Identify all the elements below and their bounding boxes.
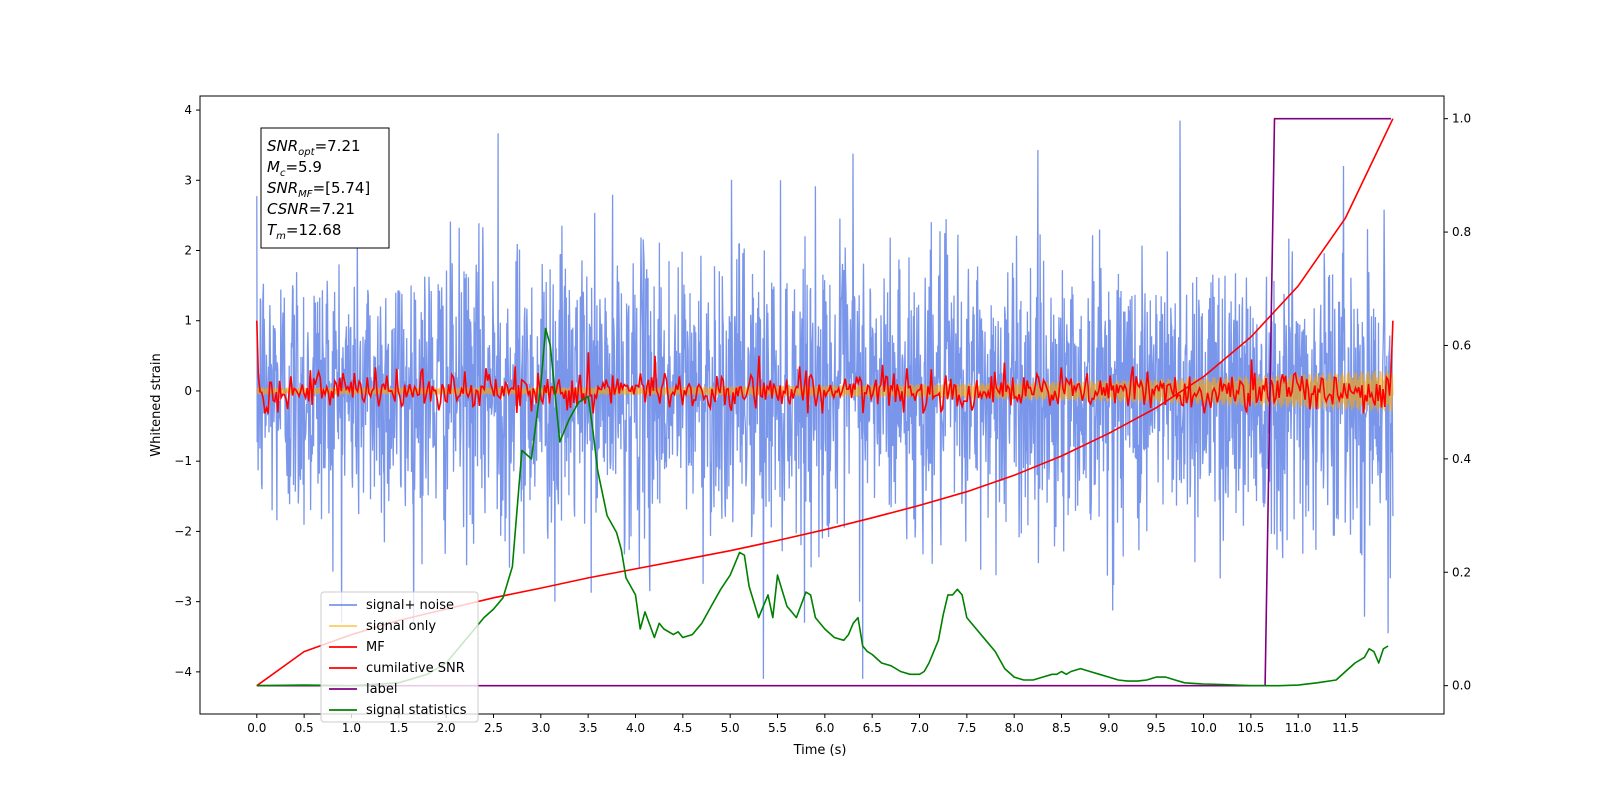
legend-label-label: label bbox=[366, 682, 397, 697]
legend-label-cumilative-snr: cumilative SNR bbox=[366, 661, 465, 676]
x-tick-label: 7.0 bbox=[910, 721, 929, 735]
annotation-symbol: SNR bbox=[267, 179, 298, 197]
annotation-line: SNRMF=[5.74] bbox=[267, 179, 370, 200]
series-signal-statistics bbox=[256, 327, 1389, 687]
y-tick-label: −2 bbox=[174, 524, 192, 538]
x-tick-label: 8.0 bbox=[1005, 721, 1024, 735]
x-tick-label: 9.5 bbox=[1147, 721, 1166, 735]
x-axis-label: Time (s) bbox=[793, 743, 847, 758]
x-tick-label: 3.0 bbox=[531, 721, 550, 735]
y-axis-right: 0.0 0.2 0.4 0.6 0.8 1.0 bbox=[1444, 112, 1471, 693]
annotation-value: =5.9 bbox=[285, 158, 321, 176]
y-tick-label: 3 bbox=[184, 173, 192, 187]
legend-label-mf: MF bbox=[366, 640, 385, 655]
annotation-subscript: c bbox=[280, 168, 286, 179]
y-tick-label: 4 bbox=[184, 103, 192, 117]
x-tick-label: 5.0 bbox=[721, 721, 740, 735]
x-tick-label: 1.0 bbox=[342, 721, 361, 735]
x-tick-label: 11.0 bbox=[1285, 721, 1312, 735]
annotation-line: Mc=5.9 bbox=[267, 158, 322, 179]
legend: signal+ noise signal only MF cumilative SNR… bbox=[320, 591, 479, 723]
annotation-symbol: T bbox=[267, 221, 278, 239]
y-axis-label: Whitened strain bbox=[149, 353, 164, 456]
annotation-symbol: SNR bbox=[267, 137, 298, 155]
y-right-tick-label: 0.8 bbox=[1452, 225, 1471, 239]
annotation-value: =12.68 bbox=[286, 221, 342, 239]
annotation-subscript: MF bbox=[298, 189, 313, 200]
series-signal-only bbox=[256, 370, 1394, 412]
y-tick-label: 2 bbox=[184, 244, 192, 258]
y-tick-label: −1 bbox=[174, 454, 192, 468]
y-right-tick-label: 0.2 bbox=[1452, 565, 1471, 579]
annotation-symbol: M bbox=[267, 158, 280, 176]
y-tick-label: 0 bbox=[184, 384, 192, 398]
x-tick-label: 0.5 bbox=[295, 721, 314, 735]
x-tick-label: 8.5 bbox=[1052, 721, 1071, 735]
annotation-frame bbox=[260, 127, 390, 249]
x-tick-label: 4.5 bbox=[673, 721, 692, 735]
annotation-value: =7.21 bbox=[315, 137, 361, 155]
y-right-tick-label: 0.6 bbox=[1452, 338, 1471, 352]
x-tick-label: 10.5 bbox=[1238, 721, 1265, 735]
series-mf bbox=[256, 320, 1394, 414]
x-tick-label: 2.0 bbox=[437, 721, 456, 735]
y-tick-label: −3 bbox=[174, 595, 192, 609]
annotation-subscript: opt bbox=[298, 147, 315, 158]
x-tick-label: 5.5 bbox=[768, 721, 787, 735]
x-tick-label: 11.5 bbox=[1332, 721, 1359, 735]
x-tick-label: 9.0 bbox=[1099, 721, 1118, 735]
x-tick-label: 4.0 bbox=[626, 721, 645, 735]
legend-label-signal-noise: signal+ noise bbox=[366, 598, 454, 613]
annotation-box: SNRopt=7.21Mc=5.9SNRMF=[5.74]CSNR=7.21Tm… bbox=[260, 127, 390, 249]
annotation-line: Tm=12.68 bbox=[267, 221, 341, 242]
x-tick-label: 10.0 bbox=[1190, 721, 1217, 735]
x-tick-label: 6.0 bbox=[815, 721, 834, 735]
x-tick-label: 2.5 bbox=[484, 721, 503, 735]
annotation-value: =7.21 bbox=[309, 200, 355, 218]
x-tick-label: 1.5 bbox=[389, 721, 408, 735]
legend-frame bbox=[320, 591, 479, 723]
y-tick-label: 1 bbox=[184, 314, 192, 328]
x-tick-label: 6.5 bbox=[863, 721, 882, 735]
annotation-line: SNRopt=7.21 bbox=[267, 137, 361, 158]
x-tick-label: 3.5 bbox=[579, 721, 598, 735]
x-tick-label: 0.0 bbox=[247, 721, 266, 735]
x-axis: 0.0 0.5 1.0 1.5 2.0 2.5 3.0 3.5 4.0 4.5 5.0 5.5 6.0 6… bbox=[247, 714, 1359, 735]
annotation-value: =[5.74] bbox=[313, 179, 371, 197]
annotation-symbol: CSNR bbox=[267, 200, 309, 218]
legend-label-signal-statistics: signal statistics bbox=[366, 703, 467, 718]
x-tick-label: 7.5 bbox=[957, 721, 976, 735]
y-tick-label: −4 bbox=[174, 665, 192, 679]
legend-label-signal-only: signal only bbox=[366, 619, 436, 634]
y-right-tick-label: 0.0 bbox=[1452, 679, 1471, 693]
y-axis-left: −4 −3 −2 −1 0 1 2 3 4 bbox=[174, 103, 200, 679]
y-right-tick-label: 1.0 bbox=[1452, 112, 1471, 126]
series-label bbox=[256, 117, 1391, 687]
y-right-tick-label: 0.4 bbox=[1452, 452, 1471, 466]
annotation-line: CSNR=7.21 bbox=[267, 200, 355, 218]
plot-frame bbox=[199, 95, 1445, 715]
annotation-subscript: m bbox=[276, 231, 286, 242]
